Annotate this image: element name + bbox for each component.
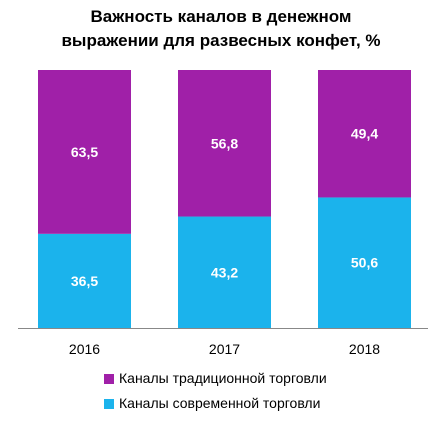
- data-label-traditional-2016: 63,5: [71, 144, 98, 160]
- bar-modern-2016: [38, 233, 131, 328]
- legend-swatch-traditional: [104, 374, 114, 384]
- x-axis-ticks: 2016 2017 2018: [69, 341, 380, 357]
- x-tick-label-2018: 2018: [349, 341, 380, 357]
- bar-modern-2018: [318, 197, 411, 328]
- x-tick-label-2017: 2017: [209, 341, 240, 357]
- data-label-modern-2017: 43,2: [211, 264, 238, 280]
- bar-traditional-2017: [178, 70, 271, 217]
- bar-traditional-2016: [38, 70, 131, 234]
- chart-title-line-2: выражении для развесных конфет, %: [61, 31, 380, 50]
- legend-label-traditional: Каналы традиционной торговли: [119, 370, 327, 386]
- legend-swatch-modern: [104, 399, 114, 409]
- data-label-modern-2016: 36,5: [71, 273, 98, 289]
- data-label-traditional-2018: 49,4: [351, 126, 378, 142]
- legend: Каналы традиционной торговли Каналы совре…: [104, 370, 327, 411]
- bar-traditional-2018: [318, 70, 411, 198]
- bars-group: 36,5 63,5 43,2 56,8 50,6 49,4: [38, 70, 411, 328]
- data-label-modern-2018: 50,6: [351, 255, 378, 271]
- chart-title-line-1: Важность каналов в денежном: [91, 7, 352, 26]
- legend-label-modern: Каналы современной торговли: [119, 395, 320, 411]
- bar-modern-2017: [178, 216, 271, 328]
- x-tick-label-2016: 2016: [69, 341, 100, 357]
- data-label-traditional-2017: 56,8: [211, 135, 238, 151]
